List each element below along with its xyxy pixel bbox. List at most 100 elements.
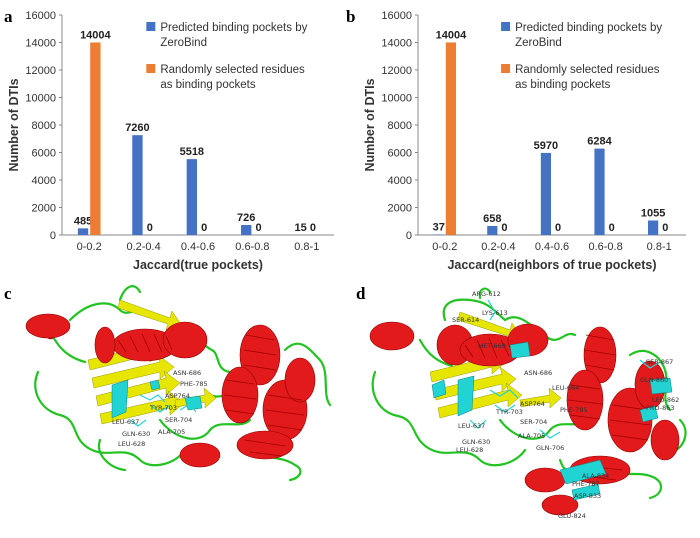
residue-label: SER-704: [520, 418, 547, 426]
bar: [132, 135, 143, 235]
residue-label: MET-669: [478, 342, 506, 350]
data-label: 15: [295, 222, 307, 234]
legend-swatch: [146, 22, 156, 31]
residue-label: ALA-705: [158, 428, 185, 436]
bar: [487, 225, 498, 235]
legend-label-line: ZeroBind: [160, 37, 207, 49]
residue-label: LEU-684: [552, 384, 579, 392]
x-axis-label: Jaccard(neighbors of true pockets): [447, 258, 656, 272]
y-tick-label: 2000: [32, 203, 56, 215]
data-label: 0: [310, 222, 316, 234]
residue-label: LEU-628: [118, 440, 145, 448]
x-axis-label: Jaccard(true pockets): [133, 258, 263, 272]
panel-label-c: c: [4, 284, 12, 303]
legend-label: Predicted binding pockets by ZeroBind: [160, 22, 307, 49]
legend-label-line: as binding pockets: [160, 79, 256, 91]
y-tick-label: 4000: [388, 175, 412, 187]
residue-label: GLU-824: [558, 512, 586, 520]
bar: [433, 234, 444, 235]
data-label: 5518: [180, 146, 204, 158]
panel-label-d: d: [356, 284, 366, 303]
legend-label-line: Randomly selected residues: [515, 64, 660, 76]
bar: [77, 228, 89, 235]
y-tick-label: 10000: [25, 93, 56, 105]
bar: [186, 159, 197, 235]
x-tick-label: 0.4-0.6: [181, 241, 215, 253]
data-label: 0: [609, 222, 615, 234]
residue-label: PHE-785: [180, 380, 208, 388]
residue-label: SER-614: [452, 316, 479, 324]
legend-label: Predicted binding pockets by ZeroBind: [515, 22, 662, 49]
residue-label: ASN-686: [524, 369, 552, 377]
legend-label-line: as binding pockets: [515, 79, 611, 91]
y-tick-label: 16000: [381, 10, 412, 22]
x-tick-label: 0.2-0.4: [126, 241, 160, 253]
residue-label: LEU-628: [456, 446, 483, 454]
y-tick-label: 12000: [25, 65, 56, 77]
data-label: 6284: [587, 136, 612, 148]
bar: [594, 148, 605, 235]
residue-label: LEU-862: [652, 396, 679, 404]
legend-label: Randomly selected residues as binding poc…: [160, 64, 305, 91]
x-tick-label: 0.8-1: [294, 241, 319, 253]
x-tick-label: 0.6-0.8: [588, 241, 622, 253]
data-label: 0: [662, 222, 668, 234]
panel-label-b: b: [346, 7, 355, 26]
data-label: 658: [483, 213, 501, 225]
residue-label: ALA-834: [582, 472, 609, 480]
y-tick-label: 2000: [388, 203, 412, 215]
residue-label: TYR-703: [495, 408, 523, 416]
bar: [540, 152, 551, 235]
protein-structure-d: ARG-612 LYS-613 SER-614 MET-669 ASN-686 …: [369, 287, 687, 520]
residue-label: GLN-706: [536, 444, 564, 452]
protein-structure-c: ASN-686 PHE-785 ASP764 TYR-703 SER-704 A…: [25, 285, 332, 482]
residue-label: GLN-860: [640, 376, 668, 384]
residue-label: GLN-630: [462, 438, 490, 446]
residue-label: ASP764: [165, 392, 190, 400]
data-label: 14004: [80, 29, 111, 41]
legend-label: Randomly selected residues as binding poc…: [515, 64, 660, 91]
data-label: 7260: [125, 122, 149, 134]
y-tick-label: 14000: [381, 38, 412, 50]
y-tick-label: 0: [50, 230, 56, 242]
y-tick-label: 16000: [25, 10, 56, 22]
residue-label: ASP764: [520, 400, 545, 408]
x-tick-label: 0.2-0.4: [481, 241, 515, 253]
legend-swatch: [146, 64, 156, 73]
y-axis-label: Number of DTIs: [7, 78, 21, 171]
x-tick-label: 0.4-0.6: [535, 241, 569, 253]
data-label: 14004: [436, 29, 467, 41]
panel-label-a: a: [4, 7, 13, 26]
bar: [241, 225, 252, 235]
chart-b: 0 2000 4000 6000 8000 10000 12000 14000 16000 0-0…: [363, 10, 686, 272]
residue-label: ASN-686: [173, 369, 201, 377]
y-tick-label: 8000: [32, 120, 56, 132]
x-tick-label: 0.6-0.8: [235, 241, 269, 253]
y-tick-label: 4000: [32, 175, 56, 187]
residue-label: LEU-637: [458, 422, 485, 430]
data-label: 485: [74, 215, 92, 227]
bar: [445, 42, 456, 235]
legend-label-line: ZeroBind: [515, 37, 562, 49]
legend-label-line: Predicted binding pockets by: [515, 22, 662, 34]
data-label: 37: [433, 221, 445, 233]
residue-label: GLN-630: [122, 430, 150, 438]
residue-label: SER-704: [165, 416, 192, 424]
legend-swatch: [501, 22, 511, 31]
y-tick-label: 10000: [381, 93, 412, 105]
data-label: 0: [201, 222, 207, 234]
y-tick-label: 14000: [25, 38, 56, 50]
residue-label: ASP-833: [574, 492, 601, 500]
legend-label-line: Predicted binding pockets by: [160, 22, 307, 34]
data-label: 0: [555, 222, 561, 234]
y-tick-label: 6000: [32, 148, 56, 160]
data-label: 0: [501, 222, 507, 234]
y-tick-label: 0: [406, 230, 412, 242]
data-label: 1055: [641, 207, 665, 219]
residue-label: SER-867: [646, 358, 673, 366]
chart-a: 0 2000 4000 6000 8000 10000 12000 14000 16000 0-0…: [7, 10, 334, 272]
legend-swatch: [501, 64, 511, 73]
residue-label: LEU-637: [112, 418, 139, 426]
x-tick-label: 0.8-1: [647, 241, 672, 253]
